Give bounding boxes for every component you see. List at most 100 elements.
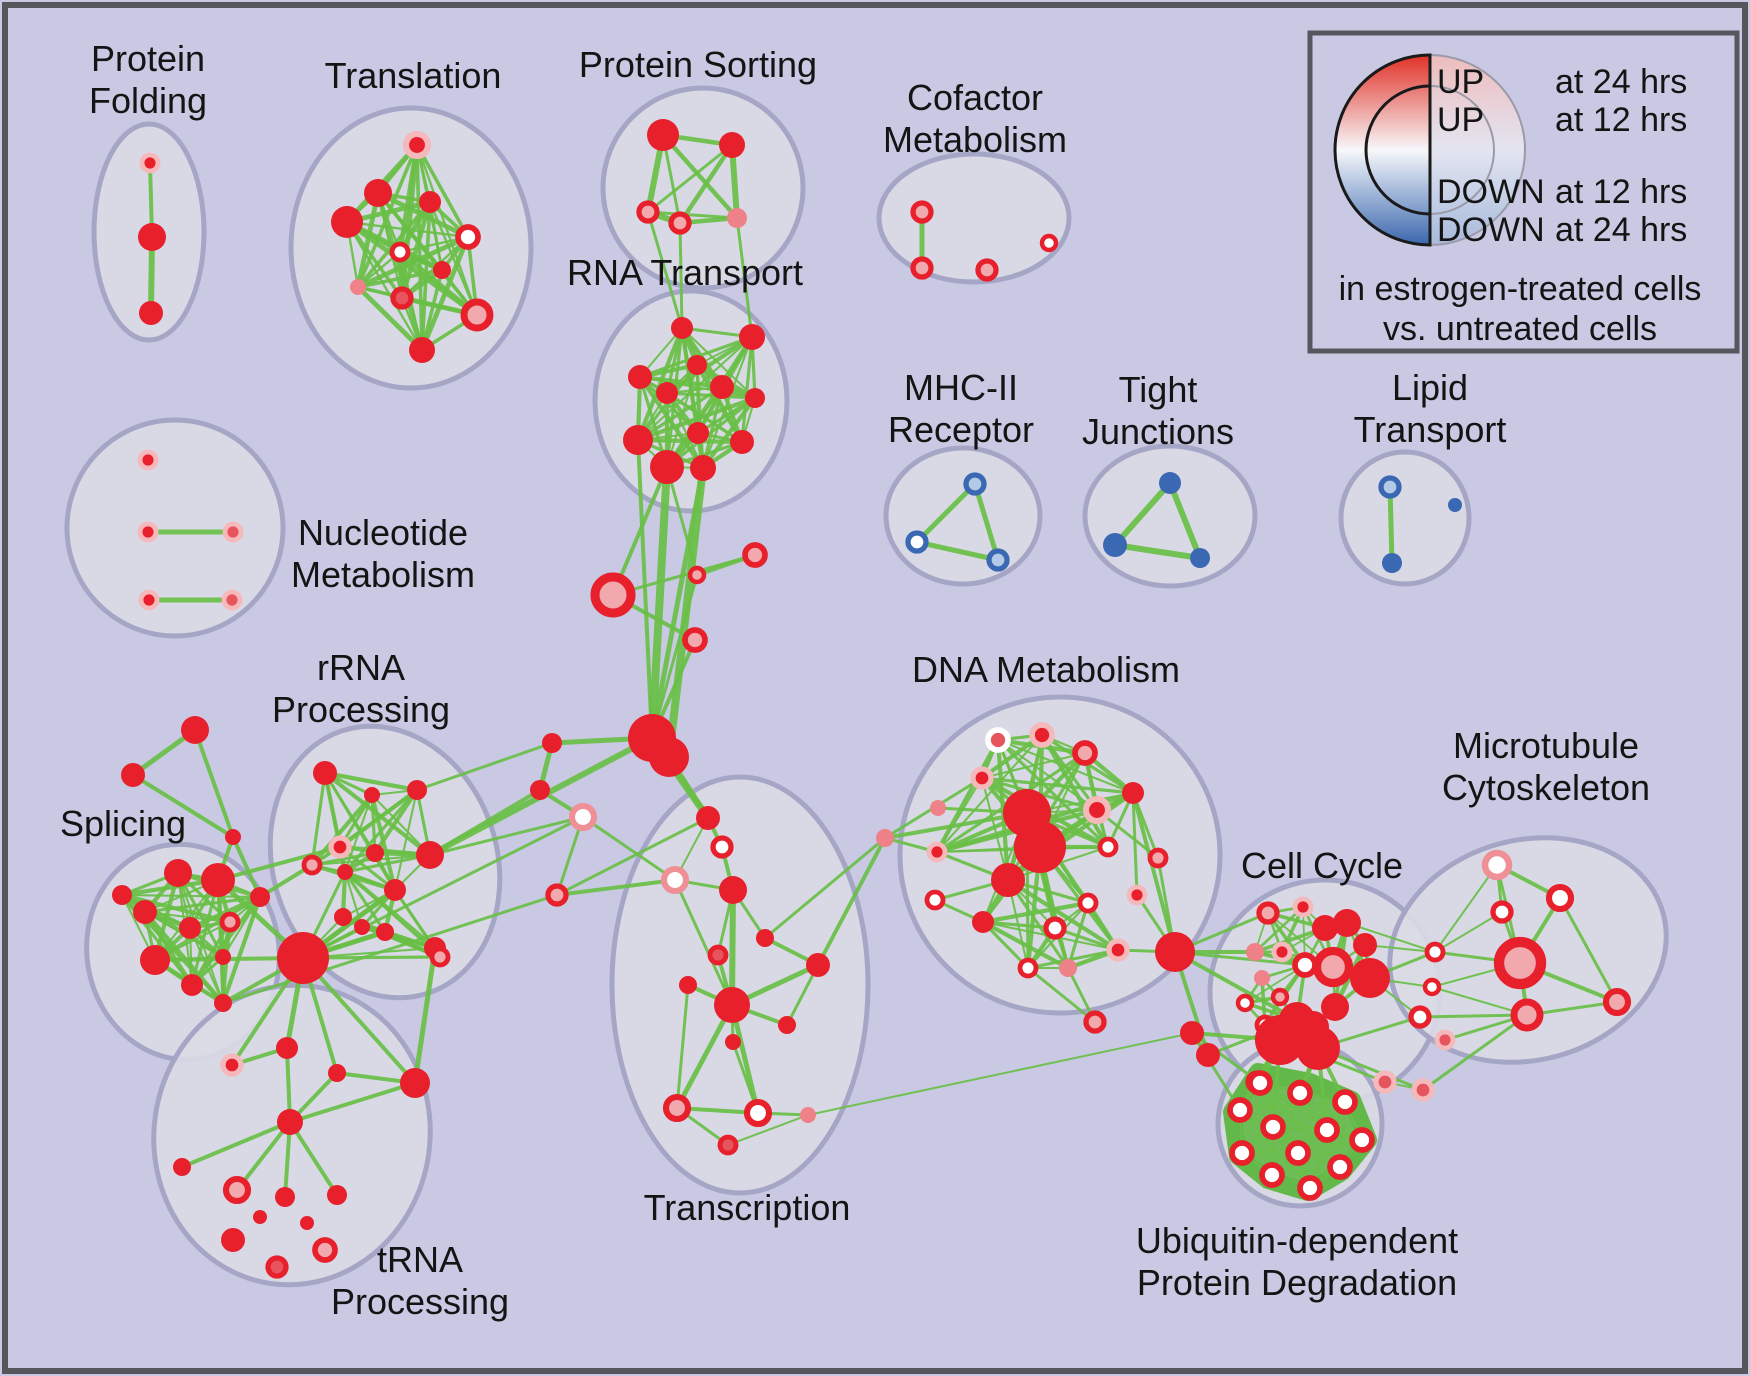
cluster-ellipse-cofactor-metabolism [876,151,1072,285]
legend-direction-label: UP [1437,63,1484,101]
network-node [328,1064,346,1082]
network-edge [1039,732,1111,850]
network-edge [996,738,1110,849]
network-edge [727,1114,809,1146]
network-node [924,889,946,911]
network-node [1350,958,1390,998]
network-edge [581,815,677,882]
network-edge [1421,1013,1529,1092]
network-node [173,1158,191,1176]
network-node [181,716,209,744]
network-edge [1387,484,1395,566]
cluster-label-ubiquitin-degradation: Ubiquitin-dependent Protein Degradation [1136,1220,1458,1303]
network-node [400,1068,430,1098]
network-node [179,917,201,939]
cluster-label-line: Nucleotide [298,512,468,553]
network-node [133,900,157,924]
network-edge [1558,896,1619,1004]
network-edge [729,1002,761,1116]
cluster-label-lipid-transport: Lipid Transport [1354,367,1507,450]
network-node [660,865,690,895]
network-edge [419,234,471,353]
network-node [1314,1117,1340,1143]
legend-time-label: at 12 hrs [1555,173,1687,211]
network-edge [1005,877,1121,953]
network-edge [650,573,699,740]
network-node [1059,959,1077,977]
network-node [687,355,707,375]
network-edge [660,132,740,221]
network-node [215,949,231,965]
cluster-label-translation: Translation [325,55,502,96]
network-node [384,879,406,901]
network-edge [415,143,479,317]
network-node [719,132,745,158]
network-node [1408,1005,1432,1029]
network-node [623,425,653,455]
network-node [1126,884,1148,906]
cluster-label-line: Cytoskeleton [1442,767,1650,808]
network-node [331,206,363,238]
network-edge [735,216,754,339]
network-edge [310,851,377,867]
network-edge [981,920,1057,930]
network-node [201,863,235,897]
legend-direction-label: UP [1437,101,1484,139]
network-node [1510,998,1544,1032]
network-edge [677,142,735,226]
network-edge [638,375,757,400]
network-node [389,241,411,263]
network-node [1349,1127,1375,1153]
network-node [139,301,163,325]
network-node [1072,740,1098,766]
network-node [1083,1010,1107,1034]
cluster-label-tight-junctions: Tight Junctions [1082,369,1234,452]
network-node [1373,1070,1397,1094]
network-edge [1066,901,1090,970]
network-node [366,844,384,862]
network-node [1321,993,1349,1021]
network-node [876,829,894,847]
network-node [181,974,203,996]
network-node [222,1175,252,1205]
network-node [214,994,232,1012]
network-node [739,324,765,350]
network-node [1382,553,1402,573]
cluster-label-nucleotide-metabolism: Nucleotide Metabolism [291,512,475,595]
network-node [364,179,392,207]
network-edge [646,210,739,220]
network-edge [914,481,978,545]
network-node [1312,915,1338,941]
cluster-label-line: tRNA [377,1239,463,1280]
network-edge [637,374,706,471]
network-edge [1026,966,1097,1024]
network-node [1312,946,1354,988]
network-node [717,1134,739,1156]
network-node [334,908,352,926]
network-edge [355,284,425,353]
network-node [671,317,693,339]
network-node [221,1228,245,1252]
network-node [1017,957,1039,979]
network-node [409,337,435,363]
network-edge [1026,948,1120,970]
network-node [1332,1089,1358,1115]
cluster-label-line: Receptor [888,409,1034,450]
network-edge [646,210,684,330]
cluster-label-line: Tight [1119,369,1198,410]
network-node [376,923,394,941]
network-edge [343,853,432,874]
network-edge [288,1081,417,1124]
network-edge [816,836,887,967]
network-node [313,761,337,785]
network-node [970,766,994,790]
network-node [1227,1097,1253,1123]
network-node [277,1109,303,1135]
network-node [1297,1175,1323,1201]
network-edge [216,845,342,882]
network-node [719,876,747,904]
network-edge [1167,480,1203,561]
network-edge [393,788,419,892]
cluster-label-trna-processing: tRNA Processing [331,1239,509,1322]
